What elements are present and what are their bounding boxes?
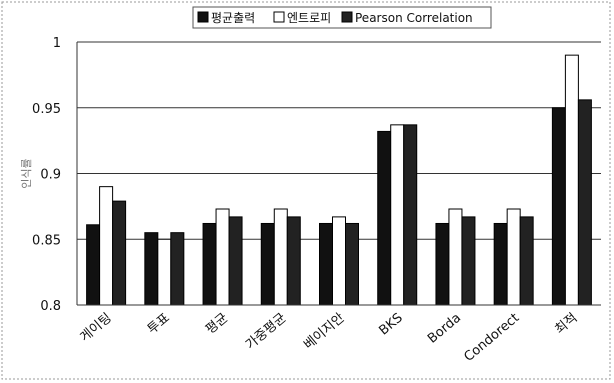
bars [86,54,592,306]
bar-2-2 [228,216,243,306]
legend-swatch [341,11,353,23]
y-tick-label: 0.9 [40,168,61,183]
legend-swatch [273,11,285,23]
bar-0-0 [86,224,101,306]
bar-1-2 [170,232,185,306]
legend-swatch [197,11,209,23]
bar-8-2 [577,99,592,306]
bar-2-1 [215,208,230,306]
bar-1-0 [144,232,159,306]
bar-7-0 [493,222,508,306]
bar-7-2 [519,216,534,306]
bar-3-1 [273,208,288,306]
bar-8-1 [564,54,579,306]
bar-5-2 [403,124,418,306]
bar-5-0 [377,130,392,306]
y-tick-label: 1 [53,36,61,51]
y-tick-label: 0.85 [32,233,61,248]
y-tick-label: 0.8 [40,299,61,314]
legend-label: Pearson Correlation [355,11,473,25]
bar-8-0 [551,107,566,306]
axes [76,42,601,306]
bar-0-2 [112,200,127,306]
bar-4-1 [332,216,346,306]
bar-2-0 [202,222,217,306]
bar-4-0 [319,222,333,306]
bar-6-1 [448,208,463,306]
legend-label: 평균출력 [211,11,255,25]
bar-4-2 [345,222,359,306]
bar-6-2 [461,216,476,306]
bar-0-1 [99,186,114,306]
bar-3-2 [286,216,301,306]
bar-7-1 [506,208,521,306]
bar-6-0 [435,222,450,306]
legend-label: 엔트로피 [287,11,331,25]
bar-3-0 [260,222,275,306]
y-axis-title: 인식률 [20,158,33,188]
bar-1-1 [157,238,172,306]
bar-5-1 [390,124,405,306]
y-tick-label: 0.95 [32,102,61,117]
legend: 평균출력 엔트로피 Pearson Correlation [192,6,492,29]
